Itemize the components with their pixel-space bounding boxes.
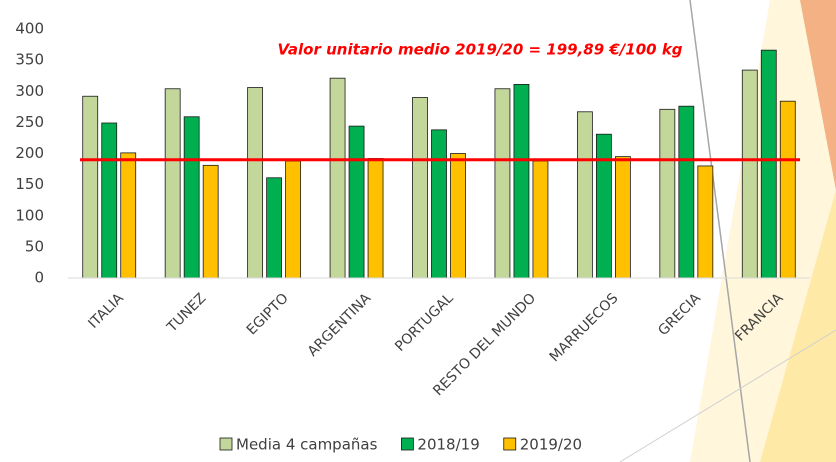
legend-swatch bbox=[503, 437, 517, 451]
bar bbox=[367, 158, 384, 279]
bar bbox=[697, 165, 714, 279]
annotation: Valor unitario medio 2019/20 = 199,89 €/… bbox=[277, 41, 682, 59]
bar bbox=[285, 160, 302, 279]
bar bbox=[614, 156, 631, 279]
bar bbox=[202, 164, 219, 279]
y-tick-label: 50 bbox=[25, 237, 44, 255]
bar bbox=[450, 153, 466, 279]
x-tick-label: MARRUECOS bbox=[547, 290, 622, 365]
bar bbox=[678, 105, 695, 279]
bar bbox=[120, 152, 137, 279]
x-tick-label: EGIPTO bbox=[244, 290, 292, 338]
background-shape bbox=[800, 0, 836, 190]
x-tick-label: PORTUGAL bbox=[392, 290, 457, 355]
bar bbox=[164, 88, 181, 279]
y-tick-label: 0 bbox=[34, 269, 44, 287]
y-tick-label: 300 bbox=[15, 82, 44, 100]
legend-label: Media 4 campañas bbox=[236, 436, 378, 454]
bar bbox=[412, 97, 428, 279]
bar bbox=[779, 100, 796, 279]
x-tick-label: ARGENTINA bbox=[305, 290, 375, 360]
background-line bbox=[619, 329, 836, 462]
y-tick-label: 250 bbox=[15, 113, 44, 131]
bar bbox=[513, 84, 530, 279]
bar bbox=[595, 133, 612, 279]
y-tick-label: 100 bbox=[15, 206, 44, 224]
x-tick-label: ITALIA bbox=[85, 290, 127, 332]
bar bbox=[101, 122, 118, 279]
bar bbox=[760, 49, 777, 279]
bar bbox=[741, 69, 758, 279]
bar bbox=[494, 88, 511, 279]
y-tick-label: 400 bbox=[15, 20, 44, 38]
bar bbox=[329, 77, 346, 279]
bar bbox=[431, 129, 447, 279]
legend-swatch bbox=[401, 437, 414, 451]
bar bbox=[532, 160, 549, 279]
bar bbox=[576, 111, 593, 279]
bar bbox=[266, 177, 283, 279]
y-tick-label: 350 bbox=[15, 51, 44, 69]
legend-label: 2018/19 bbox=[417, 436, 479, 454]
y-tick-label: 150 bbox=[15, 175, 44, 193]
background-line bbox=[689, 0, 751, 462]
x-tick-label: TUNEZ bbox=[164, 290, 210, 336]
bar bbox=[659, 108, 676, 279]
background-shape bbox=[760, 190, 836, 462]
legend-label: 2019/20 bbox=[520, 436, 582, 454]
bar bbox=[247, 87, 264, 279]
bar bbox=[82, 95, 99, 279]
bar bbox=[183, 116, 200, 279]
y-tick-label: 200 bbox=[15, 144, 44, 162]
bar bbox=[348, 125, 365, 279]
x-tick-label: GRECIA bbox=[655, 290, 704, 339]
legend-swatch bbox=[219, 437, 233, 451]
